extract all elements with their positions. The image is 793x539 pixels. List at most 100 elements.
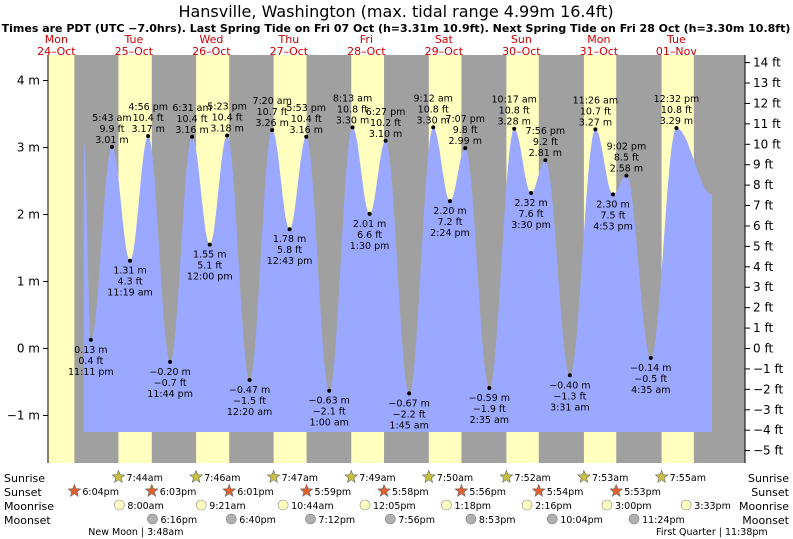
tide-extreme-dot xyxy=(225,133,230,138)
day-label-dow: Fri xyxy=(360,33,373,46)
tide-label-time: 12:20 am xyxy=(227,407,272,418)
tide-label-feet: 10.4 ft xyxy=(177,114,208,125)
tide-label-time: 2:24 pm xyxy=(430,228,470,239)
left-tick-label: 3 m xyxy=(17,141,40,155)
sunrise-time: 7:47am xyxy=(282,473,318,484)
moonrise-time: 12:05pm xyxy=(373,501,416,512)
right-tick-label: −2 ft xyxy=(753,382,784,396)
tide-label-feet: −0.5 ft xyxy=(634,374,667,385)
tide-label-height: 3.16 m xyxy=(175,125,208,136)
tide-extreme-dot xyxy=(350,125,355,130)
tide-label-feet: 10.4 ft xyxy=(291,114,322,125)
tide-label-feet: −0.7 ft xyxy=(154,378,187,389)
tide-label-feet: 8.5 ft xyxy=(614,153,639,164)
sunset-time: 6:03pm xyxy=(160,487,197,498)
right-tick-label: −3 ft xyxy=(753,403,784,417)
tide-label-feet: 7.5 ft xyxy=(600,210,625,221)
sunrise-time: 7:46am xyxy=(204,473,240,484)
row-label-sunset-right: Sunset xyxy=(751,486,789,499)
day-label-date: 28–Oct xyxy=(347,45,386,58)
right-tick-label: 7 ft xyxy=(753,199,773,213)
moon-phase-label: First Quarter | 11:38pm xyxy=(656,527,768,538)
tide-extreme-dot xyxy=(674,126,679,131)
moonrise-icon xyxy=(521,499,533,511)
tide-label-time: 3:30 pm xyxy=(511,220,551,231)
tide-label-feet: 10.4 ft xyxy=(212,112,243,123)
tide-extreme-dot xyxy=(529,191,534,196)
tide-label-time: 11:11 pm xyxy=(68,367,114,378)
moonrise-icon xyxy=(195,499,207,511)
tide-extreme-dot xyxy=(146,134,151,139)
right-tick-label: −1 ft xyxy=(753,362,784,376)
tide-extreme-dot xyxy=(593,127,598,132)
moonrise-icon xyxy=(441,499,452,511)
tide-extreme-dot xyxy=(270,128,275,133)
moonset-time: 10:04pm xyxy=(560,515,603,526)
tide-label-height: 2.32 m xyxy=(514,198,547,209)
sunset-time: 5:54pm xyxy=(547,487,584,498)
moonset-time: 6:40pm xyxy=(239,515,276,526)
tide-label-feet: 10.8 ft xyxy=(418,104,449,115)
sunset-icon xyxy=(377,483,391,497)
tide-label-height: 3.18 m xyxy=(210,123,243,134)
tide-label-feet: −2.2 ft xyxy=(393,409,426,420)
left-tick-label: 1 m xyxy=(17,275,40,289)
sunset-icon xyxy=(609,483,624,497)
right-tick-label: 11 ft xyxy=(753,117,781,131)
tide-label-time: 8:13 am xyxy=(333,93,372,104)
sunset-time: 6:04pm xyxy=(82,487,119,498)
tide-extreme-dot xyxy=(407,391,412,396)
tide-label-height: 1.55 m xyxy=(193,250,226,261)
tide-extreme-dot xyxy=(512,126,517,131)
tide-label-time: 3:31 am xyxy=(550,402,589,413)
tide-extreme-dot xyxy=(624,173,629,178)
sunrise-icon xyxy=(344,469,359,483)
tide-label-height: −0.20 m xyxy=(149,367,190,378)
left-tick-label: −1 m xyxy=(7,409,40,423)
moonset-time: 11:24pm xyxy=(642,515,685,526)
day-label-dow: Tue xyxy=(666,33,686,46)
tide-label-time: 5:43 am xyxy=(92,113,131,124)
tide-label-height: 2.99 m xyxy=(449,136,482,147)
right-tick-label: 12 ft xyxy=(753,96,781,110)
row-label-moonrise-left: Moonrise xyxy=(4,500,54,513)
tide-label-feet: 6.6 ft xyxy=(357,230,382,241)
tide-extreme-dot xyxy=(247,377,252,382)
right-tick-label: −5 ft xyxy=(753,444,784,458)
right-tick-label: 4 ft xyxy=(753,260,773,274)
tide-extreme-dot xyxy=(128,258,133,263)
tide-label-time: 6:31 am xyxy=(172,103,211,114)
tide-label-height: −0.14 m xyxy=(630,363,671,374)
tide-label-height: −0.63 m xyxy=(309,396,350,407)
tide-label-time: 5:53 pm xyxy=(286,103,326,114)
tide-label-height: 3.30 m xyxy=(336,115,369,126)
daylight-band xyxy=(48,55,75,463)
right-tick-label: 8 ft xyxy=(753,178,773,192)
tide-extreme-dot xyxy=(367,211,372,216)
tide-label-time: 4:53 pm xyxy=(593,221,633,232)
moonrise-icon xyxy=(114,499,125,511)
tide-extreme-dot xyxy=(567,373,572,378)
chart-subtitle: Times are PDT (UTC −7.0hrs). Last Spring… xyxy=(2,22,791,35)
row-label-sunset-left: Sunset xyxy=(4,486,42,499)
tide-extreme-dot xyxy=(448,199,452,204)
tide-extreme-dot xyxy=(168,359,173,364)
tide-label-feet: 5.1 ft xyxy=(197,261,222,272)
tide-label-time: 12:32 pm xyxy=(654,94,700,105)
tide-label-height: 3.27 m xyxy=(579,117,612,128)
moonset-icon xyxy=(225,513,237,525)
day-label-date: 24–Oct xyxy=(37,45,76,58)
left-tick-label: 0 m xyxy=(17,342,40,356)
sunset-icon xyxy=(222,483,237,497)
sunrise-time: 7:49am xyxy=(359,473,395,484)
tide-label-feet: 10.8 ft xyxy=(499,106,530,117)
moonrise-icon xyxy=(680,499,692,511)
sunset-icon xyxy=(531,483,546,497)
axes: −1 m 0 m 1 m 2 m 3 m 4 m −5 ft −4 ft −3 ft −2 ft −… xyxy=(7,55,784,463)
sunrise-icon xyxy=(421,469,436,483)
day-label-date: 29–Oct xyxy=(425,45,464,58)
sunset-icon xyxy=(144,483,159,497)
moonrise-icon xyxy=(601,499,613,511)
